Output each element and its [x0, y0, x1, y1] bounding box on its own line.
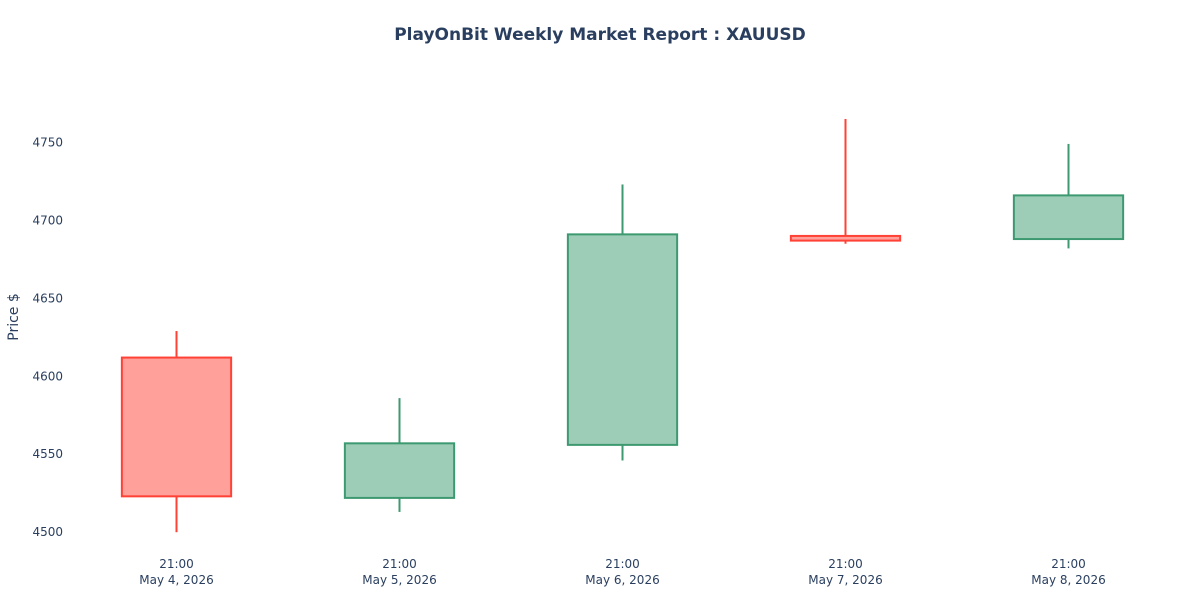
candle-increasing [1012, 143, 1125, 249]
x-tick-time-label: 21:00 [382, 557, 417, 571]
y-tick-label: 4700 [32, 213, 63, 227]
x-tick-date-label: May 7, 2026 [808, 573, 882, 587]
y-tick-label: 4500 [32, 525, 63, 539]
x-tick-time-label: 21:00 [159, 557, 194, 571]
candle-body [343, 442, 456, 499]
y-tick-label: 4600 [32, 369, 63, 383]
x-tick-time-label: 21:00 [605, 557, 640, 571]
x-tick-date-label: May 8, 2026 [1031, 573, 1105, 587]
candles [120, 118, 1125, 533]
candle-body [120, 356, 233, 498]
x-tick-date-label: May 5, 2026 [362, 573, 436, 587]
chart-title: PlayOnBit Weekly Market Report : XAUUSD [394, 25, 806, 45]
y-axis-ticks: 4500 4550 4600 4650 4700 4750 [32, 135, 63, 539]
x-axis-ticks: 21:00 May 4, 2026 21:00 May 5, 2026 21:00 May… [139, 557, 1105, 587]
y-tick-label: 4750 [32, 135, 63, 149]
y-axis-title: Price $ [6, 293, 22, 341]
candle-body [1012, 194, 1125, 241]
candle-increasing [343, 398, 456, 512]
y-tick-label: 4650 [32, 291, 63, 305]
x-tick-time-label: 21:00 [828, 557, 863, 571]
x-tick-time-label: 21:00 [1051, 557, 1086, 571]
y-tick-label: 4550 [32, 447, 63, 461]
candle-decreasing [120, 331, 233, 533]
x-tick-date-label: May 4, 2026 [139, 573, 213, 587]
candle-increasing [566, 184, 679, 461]
candle-body [566, 233, 679, 446]
candle-body [789, 234, 902, 242]
x-tick-date-label: May 6, 2026 [585, 573, 659, 587]
candle-decreasing [789, 118, 902, 244]
